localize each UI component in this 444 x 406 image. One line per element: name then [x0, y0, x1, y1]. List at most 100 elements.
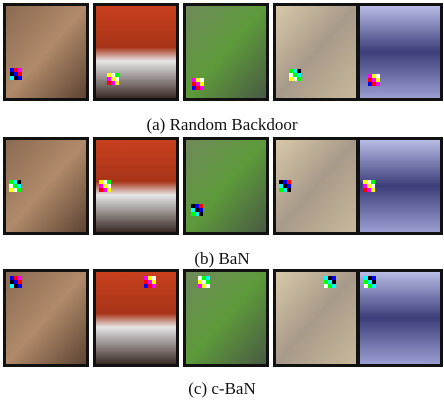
trigger-pixel — [199, 212, 203, 216]
trigger-pixel — [283, 188, 287, 192]
trigger-pixel — [206, 280, 210, 284]
trigger-pixel — [107, 188, 111, 192]
trigger-pixel — [99, 184, 103, 188]
trigger-pixel — [372, 82, 376, 86]
trigger-pixel — [279, 184, 283, 188]
trigger-pixel — [368, 276, 372, 280]
trigger-pixel — [152, 280, 156, 284]
trigger-pixel — [107, 184, 111, 188]
trigger-pixel — [198, 280, 202, 284]
trigger-pixel — [372, 280, 376, 284]
image — [96, 272, 176, 364]
trigger-pixel — [115, 81, 119, 85]
trigger-pixel — [191, 208, 195, 212]
trigger-pixel — [148, 284, 152, 288]
image — [6, 6, 86, 98]
trigger-pixel — [376, 74, 380, 78]
trigger-pixel — [279, 180, 283, 184]
trigger-pixel — [148, 280, 152, 284]
trigger-pixel — [10, 276, 14, 280]
trigger-pixel — [289, 77, 293, 81]
trigger-pixel — [376, 78, 380, 82]
trigger-pixel — [202, 280, 206, 284]
trigger-pixel — [10, 76, 14, 80]
trigger-pixel — [363, 184, 367, 188]
trigger-pixel — [198, 284, 202, 288]
trigger-pixel — [18, 276, 22, 280]
trigger-pixel — [192, 78, 196, 82]
trigger-pixel — [200, 86, 204, 90]
trigger-pixel — [368, 284, 372, 288]
trigger-pixel — [364, 276, 368, 280]
trigger-pixel — [14, 76, 18, 80]
trigger-pixel — [107, 81, 111, 85]
trigger-pixel — [192, 82, 196, 86]
trigger-pixel — [376, 82, 380, 86]
trigger-pixel — [287, 180, 291, 184]
trigger-pixel — [14, 284, 18, 288]
trigger-pixel — [202, 284, 206, 288]
trigger-pixel — [332, 280, 336, 284]
trigger-pixel — [14, 68, 18, 72]
trigger-pixel — [10, 280, 14, 284]
trigger-pixel — [289, 73, 293, 77]
trigger-pixel — [99, 188, 103, 192]
trigger-pixel — [367, 180, 371, 184]
trigger-pixel — [363, 188, 367, 192]
trigger-pixel — [18, 284, 22, 288]
trigger-pixel — [10, 284, 14, 288]
trigger-pixel — [372, 74, 376, 78]
trigger-pixel — [371, 184, 375, 188]
trigger-pixel — [372, 276, 376, 280]
caption: (c) c-BaN — [188, 379, 256, 398]
trigger-pixel — [293, 73, 297, 77]
trigger-pixel — [368, 78, 372, 82]
caption: (b) BaN — [194, 249, 249, 268]
trigger-pixel — [152, 276, 156, 280]
trigger-pixel — [196, 86, 200, 90]
trigger-pixel — [17, 188, 21, 192]
trigger-pixel — [13, 188, 17, 192]
trigger-pixel — [99, 180, 103, 184]
trigger-pixel — [324, 280, 328, 284]
trigger-pixel — [372, 78, 376, 82]
trigger-pixel — [332, 276, 336, 280]
trigger-pixel — [152, 284, 156, 288]
trigger-pixel — [372, 284, 376, 288]
trigger-pixel — [10, 68, 14, 72]
trigger-pixel — [283, 184, 287, 188]
trigger-pixel — [364, 280, 368, 284]
trigger-pixel — [195, 204, 199, 208]
trigger-pixel — [371, 188, 375, 192]
trigger-pixel — [10, 72, 14, 76]
trigger-pixel — [195, 208, 199, 212]
trigger-pixel — [287, 184, 291, 188]
trigger-pixel — [196, 82, 200, 86]
trigger-pixel — [14, 280, 18, 284]
trigger-pixel — [144, 276, 148, 280]
trigger-pixel — [368, 82, 372, 86]
trigger-pixel — [328, 276, 332, 280]
trigger-pixel — [115, 73, 119, 77]
trigger-pixel — [328, 284, 332, 288]
trigger-pixel — [279, 188, 283, 192]
trigger-pixel — [297, 77, 301, 81]
trigger-pixel — [198, 276, 202, 280]
trigger-pixel — [115, 77, 119, 81]
trigger-pixel — [297, 69, 301, 73]
trigger-pixel — [13, 184, 17, 188]
trigger-pixel — [287, 188, 291, 192]
trigger-pixel — [192, 86, 196, 90]
trigger-pixel — [196, 78, 200, 82]
trigger-pixel — [18, 280, 22, 284]
trigger-pixel — [199, 204, 203, 208]
trigger-pixel — [324, 284, 328, 288]
trigger-pixel — [200, 78, 204, 82]
image — [276, 6, 356, 98]
trigger-pixel — [332, 284, 336, 288]
trigger-pixel — [200, 82, 204, 86]
trigger-pixel — [148, 276, 152, 280]
trigger-pixel — [202, 276, 206, 280]
